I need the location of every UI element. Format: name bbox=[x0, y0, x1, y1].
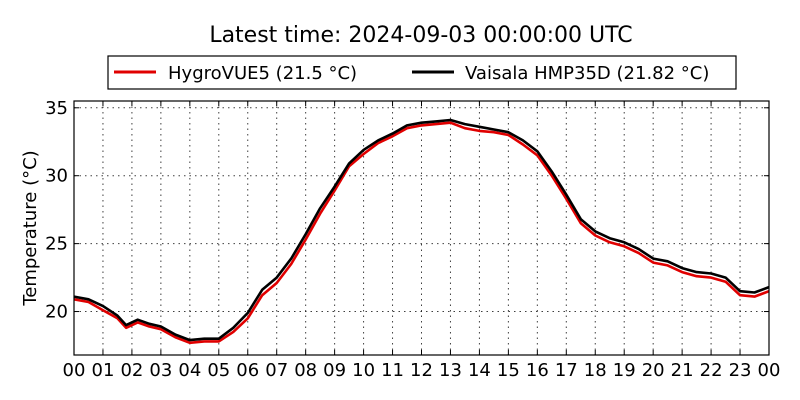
x-tick-label: 18 bbox=[584, 360, 607, 381]
y-tick-label: 35 bbox=[45, 98, 68, 119]
x-tick-label: 04 bbox=[178, 360, 201, 381]
y-tick-label: 25 bbox=[45, 234, 68, 255]
x-tick-label: 09 bbox=[323, 360, 346, 381]
x-tick-label: 00 bbox=[758, 360, 781, 381]
y-tick-label: 30 bbox=[45, 166, 68, 187]
x-tick-label: 05 bbox=[207, 360, 230, 381]
x-tick-label: 02 bbox=[120, 360, 143, 381]
legend-label-vaisala: Vaisala HMP35D (21.82 °C) bbox=[465, 63, 709, 84]
chart-title: Latest time: 2024-09-03 00:00:00 UTC bbox=[209, 23, 632, 48]
x-tick-label: 22 bbox=[700, 360, 723, 381]
x-tick-label: 08 bbox=[294, 360, 317, 381]
legend-label-hygrovue5: HygroVUE5 (21.5 °C) bbox=[168, 63, 357, 84]
x-tick-label: 00 bbox=[63, 360, 86, 381]
x-tick-label: 23 bbox=[729, 360, 752, 381]
series-line-vaisala bbox=[73, 118, 770, 342]
y-axis: 20 25 30 35 bbox=[45, 98, 769, 323]
x-tick-label: 17 bbox=[555, 360, 578, 381]
x-tick-label: 10 bbox=[352, 360, 375, 381]
series-line-hygrovue5 bbox=[73, 121, 770, 345]
x-tick-label: 20 bbox=[642, 360, 665, 381]
series-layer bbox=[73, 118, 770, 345]
y-tick-label: 20 bbox=[45, 302, 68, 323]
x-axis: 00 01 02 03 04 05 06 07 08 09 10 11 12 13 14 15 16 17 18 19… bbox=[63, 101, 781, 381]
legend: HygroVUE5 (21.5 °C) Vaisala HMP35D (21.8… bbox=[107, 55, 737, 90]
x-tick-label: 16 bbox=[526, 360, 549, 381]
x-tick-label: 21 bbox=[671, 360, 694, 381]
grid bbox=[74, 101, 769, 355]
x-tick-label: 12 bbox=[410, 360, 433, 381]
x-tick-label: 13 bbox=[439, 360, 462, 381]
y-axis-label: Temperature (°C) bbox=[20, 150, 41, 306]
x-tick-label: 06 bbox=[236, 360, 259, 381]
x-tick-label: 19 bbox=[613, 360, 636, 381]
x-tick-label: 03 bbox=[149, 360, 172, 381]
x-tick-label: 14 bbox=[468, 360, 491, 381]
x-tick-label: 01 bbox=[92, 360, 115, 381]
x-tick-label: 11 bbox=[381, 360, 404, 381]
x-tick-label: 15 bbox=[497, 360, 520, 381]
x-tick-label: 07 bbox=[265, 360, 288, 381]
